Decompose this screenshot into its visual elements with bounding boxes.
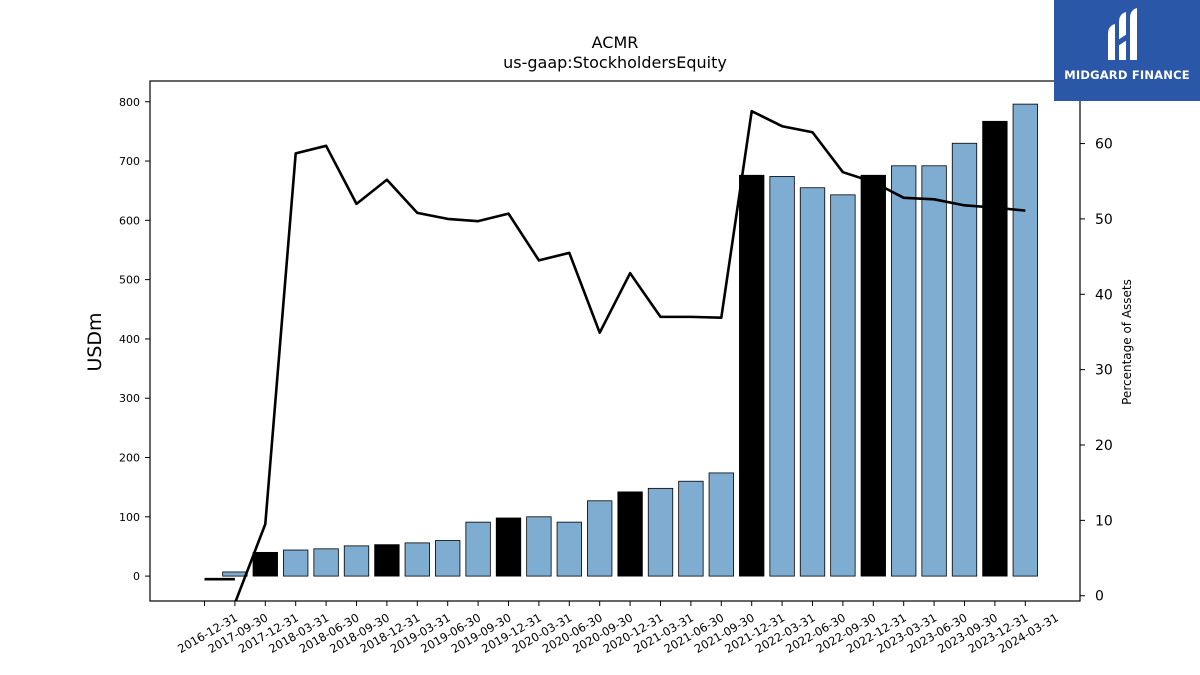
brand-name: MIDGARD FINANCE xyxy=(1054,68,1200,82)
bar xyxy=(253,552,277,576)
bar xyxy=(831,195,856,576)
chart-subtitle: us-gaap:StockholdersEquity xyxy=(503,53,727,72)
bar xyxy=(375,545,400,576)
bar xyxy=(618,492,643,576)
y-axis-ticks: 0 100 200 300 400 500 600 700 800 xyxy=(119,96,150,583)
bar xyxy=(283,550,308,576)
bar xyxy=(496,518,521,576)
bars-layer xyxy=(223,104,1038,576)
bar xyxy=(466,522,491,576)
bar xyxy=(739,175,764,576)
bar xyxy=(344,546,369,576)
y-tick-label: 400 xyxy=(119,333,140,346)
bar xyxy=(314,549,339,576)
y2-tick-label: 10 xyxy=(1095,513,1113,529)
brand-logo: MIDGARD FINANCE xyxy=(1054,0,1200,101)
bar xyxy=(435,541,460,577)
y2-tick-label: 50 xyxy=(1095,212,1113,228)
chart-title: ACMR xyxy=(592,33,639,52)
bar xyxy=(405,543,430,576)
y-tick-label: 200 xyxy=(119,452,140,465)
y2-tick-label: 60 xyxy=(1095,137,1113,153)
y-tick-label: 0 xyxy=(133,570,140,583)
bar xyxy=(587,501,612,576)
bar xyxy=(557,522,582,576)
y-tick-label: 800 xyxy=(119,96,140,109)
bar xyxy=(527,517,552,576)
bar xyxy=(770,176,795,576)
chart: ACMR us-gaap:StockholdersEquity USDm Per… xyxy=(0,0,1200,675)
y-tick-label: 600 xyxy=(119,214,140,227)
bar xyxy=(223,572,248,576)
bar xyxy=(891,166,916,576)
bar xyxy=(922,166,947,576)
bar xyxy=(861,175,886,576)
bar xyxy=(648,488,673,576)
y-tick-label: 700 xyxy=(119,155,140,168)
y-tick-label: 500 xyxy=(119,274,140,287)
bar xyxy=(1013,104,1038,576)
y2-axis-label: Percentage of Assets xyxy=(1120,279,1134,405)
midgard-logo-icon xyxy=(1102,8,1152,68)
bar xyxy=(709,473,734,576)
bar xyxy=(983,121,1008,576)
bar xyxy=(679,481,704,576)
x-axis-ticks: 2016-12-312017-09-302017-12-312018-03-31… xyxy=(175,601,1061,656)
y-tick-label: 100 xyxy=(119,511,140,524)
y2-tick-label: 0 xyxy=(1095,589,1104,605)
bar xyxy=(952,143,977,576)
y2-tick-label: 20 xyxy=(1095,438,1113,454)
y2-axis-ticks: 0 10 20 30 40 50 60 xyxy=(1080,137,1113,605)
y2-tick-label: 40 xyxy=(1095,287,1113,303)
y-axis-label: USDm xyxy=(84,312,106,371)
y-tick-label: 300 xyxy=(119,392,140,405)
y2-tick-label: 30 xyxy=(1095,363,1113,379)
bar xyxy=(800,188,825,576)
